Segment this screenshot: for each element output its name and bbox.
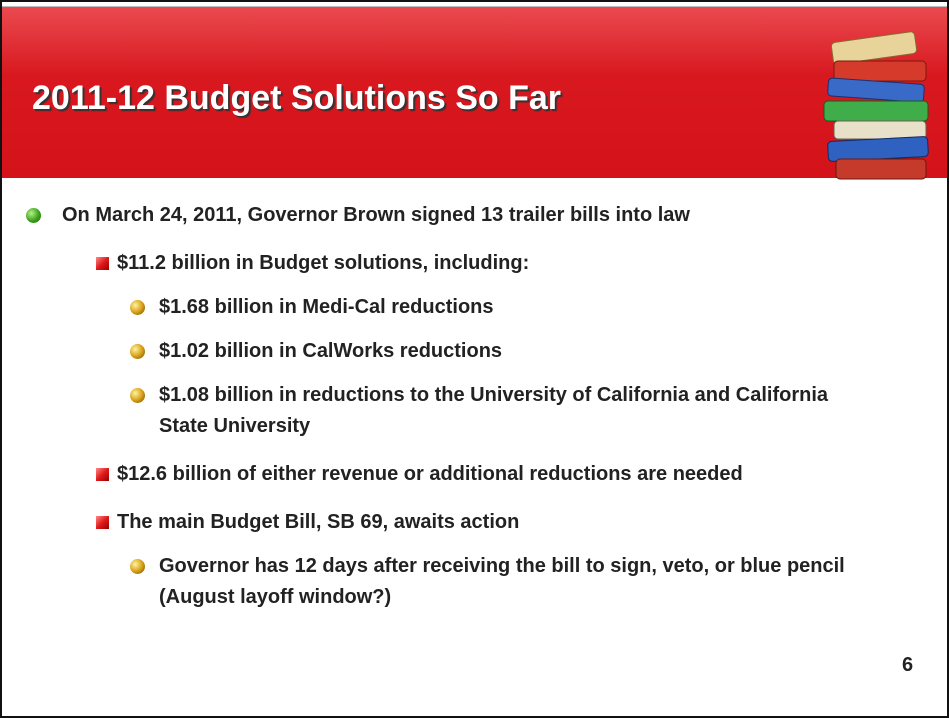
bullet-item: Governor has 12 days after receiving the…: [117, 551, 904, 613]
bullet-text: Governor has 12 days after receiving the…: [159, 551, 879, 613]
bullet-text: On March 24, 2011, Governor Brown signed…: [62, 200, 904, 231]
slide: 2011-12 Budget Solutions So Far On March…: [0, 0, 949, 718]
bullet-text: $12.6 billion of either revenue or addit…: [117, 459, 904, 490]
bullet-text: $11.2 billion in Budget solutions, inclu…: [117, 248, 904, 279]
bullet-marker: [130, 300, 145, 315]
bullet-item: $1.02 billion in CalWorks reductions: [117, 336, 904, 367]
bullet-marker: [96, 257, 109, 270]
slide-title: 2011-12 Budget Solutions So Far: [32, 79, 561, 118]
bullet-item: On March 24, 2011, Governor Brown signed…: [24, 200, 904, 613]
bullet-marker: [130, 559, 145, 574]
bullet-item: $11.2 billion in Budget solutions, inclu…: [62, 248, 904, 442]
page-number: 6: [902, 654, 913, 677]
bullet-marker: [130, 344, 145, 359]
bullet-text: The main Budget Bill, SB 69, awaits acti…: [117, 507, 904, 538]
bullet-marker: [96, 516, 109, 529]
books-icon: [814, 29, 942, 184]
bullet-item: The main Budget Bill, SB 69, awaits acti…: [62, 507, 904, 613]
bullet-item: $1.68 billion in Medi-Cal reductions: [117, 292, 904, 323]
bullet-text: $1.68 billion in Medi-Cal reductions: [159, 292, 879, 323]
bullet-text: $1.02 billion in CalWorks reductions: [159, 336, 879, 367]
bullet-text: $1.08 billion in reductions to the Unive…: [159, 380, 879, 442]
bullet-item: $1.08 billion in reductions to the Unive…: [117, 380, 904, 442]
bullet-marker: [96, 468, 109, 481]
bullet-marker: [26, 208, 41, 223]
bullet-marker: [130, 388, 145, 403]
header-band: 2011-12 Budget Solutions So Far: [2, 6, 947, 178]
bullet-list: On March 24, 2011, Governor Brown signed…: [24, 200, 904, 613]
bullet-item: $12.6 billion of either revenue or addit…: [62, 459, 904, 490]
page: 2011-12 Budget Solutions So Far On March…: [0, 0, 949, 718]
